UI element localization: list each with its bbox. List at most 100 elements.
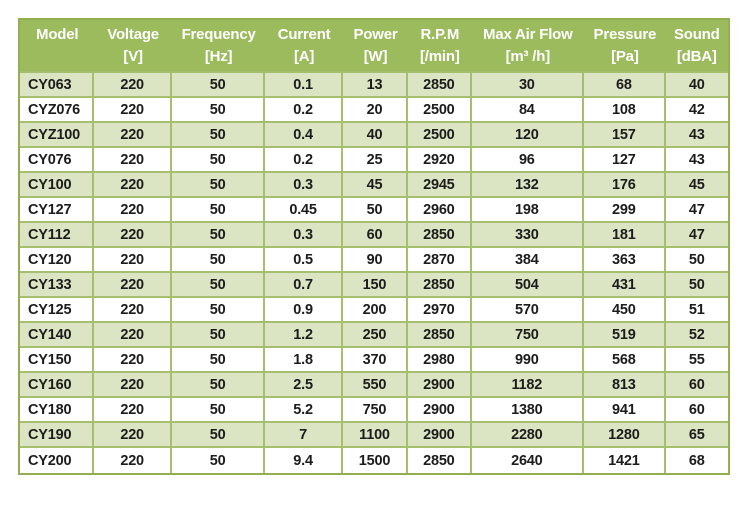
column-unit: [V]: [123, 48, 143, 65]
table-cell-frequency: 50: [171, 173, 266, 198]
table-cell-pressure: 1421: [584, 448, 666, 473]
table-cell-current: 5.2: [265, 398, 343, 423]
table-cell-current: 0.2: [265, 98, 343, 123]
column-header-sound: Sound [dBA]: [665, 20, 728, 73]
table-cell-model: CY190: [20, 423, 95, 448]
table-row: CY063 220 50 0.1 13 2850 30 68 40: [20, 73, 728, 98]
table-cell-sound: 52: [665, 323, 728, 348]
fan-spec-table: Model Voltage [V] Frequency [Hz] Current…: [18, 18, 730, 475]
table-cell-power: 50: [342, 198, 409, 223]
table-cell-rpm: 2945: [408, 173, 472, 198]
table-cell-voltage: 220: [94, 73, 172, 98]
table-cell-current: 0.1: [265, 73, 343, 98]
table-cell-current: 0.3: [265, 173, 343, 198]
table-cell-rpm: 2850: [408, 323, 472, 348]
table-row: CY125 220 50 0.9 200 2970 570 450 51: [20, 298, 728, 323]
table-cell-rpm: 2900: [408, 423, 472, 448]
table-cell-model: CYZ076: [20, 98, 95, 123]
table-cell-power: 200: [342, 298, 409, 323]
table-row: CY150 220 50 1.8 370 2980 990 568 55: [20, 348, 728, 373]
table-cell-pressure: 299: [584, 198, 666, 223]
table-cell-power: 370: [342, 348, 409, 373]
header-row: Model Voltage [V] Frequency [Hz] Current…: [20, 20, 728, 73]
table-cell-power: 1100: [342, 423, 409, 448]
column-unit: [dBA]: [676, 48, 717, 65]
table-cell-voltage: 220: [94, 373, 172, 398]
table-cell-rpm: 2920: [408, 148, 472, 173]
table-cell-power: 750: [342, 398, 409, 423]
table-row: CY200 220 50 9.4 1500 2850 2640 1421 68: [20, 448, 728, 473]
table-cell-max-air-flow: 990: [471, 348, 585, 373]
table-cell-pressure: 450: [584, 298, 666, 323]
table-cell-power: 45: [342, 173, 409, 198]
table-cell-rpm: 2900: [408, 398, 472, 423]
table-header: Model Voltage [V] Frequency [Hz] Current…: [20, 20, 728, 73]
table-cell-power: 25: [342, 148, 409, 173]
table-cell-current: 0.9: [265, 298, 343, 323]
table-cell-frequency: 50: [171, 198, 266, 223]
table-cell-power: 13: [342, 73, 409, 98]
table-cell-max-air-flow: 750: [471, 323, 585, 348]
table-cell-power: 60: [342, 223, 409, 248]
table-cell-pressure: 127: [584, 148, 666, 173]
table-cell-frequency: 50: [171, 448, 266, 473]
table-cell-current: 0.7: [265, 273, 343, 298]
table-cell-frequency: 50: [171, 423, 266, 448]
table-cell-sound: 51: [665, 298, 728, 323]
table-cell-power: 90: [342, 248, 409, 273]
table-cell-pressure: 157: [584, 123, 666, 148]
column-header-max-air-flow: Max Air Flow [m³ /h]: [471, 20, 585, 73]
table-cell-model: CY180: [20, 398, 95, 423]
column-label: R.P.M: [420, 26, 460, 43]
table-cell-max-air-flow: 384: [471, 248, 585, 273]
table-cell-model: CYZ100: [20, 123, 95, 148]
table-cell-model: CY112: [20, 223, 95, 248]
table-cell-frequency: 50: [171, 273, 266, 298]
table-cell-max-air-flow: 504: [471, 273, 585, 298]
table-cell-frequency: 50: [171, 73, 266, 98]
table-cell-voltage: 220: [94, 148, 172, 173]
table-cell-voltage: 220: [94, 298, 172, 323]
table-cell-max-air-flow: 2280: [471, 423, 585, 448]
table-row: CY190 220 50 7 1100 2900 2280 1280 65: [20, 423, 728, 448]
table-cell-pressure: 363: [584, 248, 666, 273]
column-unit: [A]: [293, 48, 315, 65]
column-label: Model: [36, 26, 79, 43]
table-row: CY127 220 50 0.45 50 2960 198 299 47: [20, 198, 728, 223]
table-cell-power: 250: [342, 323, 409, 348]
table-cell-current: 0.45: [265, 198, 343, 223]
table-cell-rpm: 2970: [408, 298, 472, 323]
table-cell-frequency: 50: [171, 298, 266, 323]
table-cell-sound: 45: [665, 173, 728, 198]
table-cell-model: CY200: [20, 448, 95, 473]
table-cell-max-air-flow: 198: [471, 198, 585, 223]
table-row: CY160 220 50 2.5 550 2900 1182 813 60: [20, 373, 728, 398]
table-row: CY100 220 50 0.3 45 2945 132 176 45: [20, 173, 728, 198]
table-cell-frequency: 50: [171, 348, 266, 373]
table-row: CY140 220 50 1.2 250 2850 750 519 52: [20, 323, 728, 348]
column-label: Frequency: [181, 26, 256, 43]
table-cell-pressure: 813: [584, 373, 666, 398]
table-row: CY120 220 50 0.5 90 2870 384 363 50: [20, 248, 728, 273]
table-cell-frequency: 50: [171, 123, 266, 148]
table-cell-voltage: 220: [94, 348, 172, 373]
column-unit: [m³ /h]: [505, 48, 551, 65]
table-cell-pressure: 68: [584, 73, 666, 98]
table-cell-pressure: 176: [584, 173, 666, 198]
table-cell-model: CY076: [20, 148, 95, 173]
column-unit: [Hz]: [204, 48, 233, 65]
table-cell-current: 0.3: [265, 223, 343, 248]
table-cell-current: 7: [265, 423, 343, 448]
table-cell-pressure: 568: [584, 348, 666, 373]
table-cell-max-air-flow: 132: [471, 173, 585, 198]
table-cell-rpm: 2960: [408, 198, 472, 223]
table-cell-max-air-flow: 2640: [471, 448, 585, 473]
table-cell-frequency: 50: [171, 148, 266, 173]
table-cell-sound: 60: [665, 373, 728, 398]
table-cell-model: CY127: [20, 198, 95, 223]
table-row: CY133 220 50 0.7 150 2850 504 431 50: [20, 273, 728, 298]
table-cell-max-air-flow: 1182: [471, 373, 585, 398]
table-cell-power: 20: [342, 98, 409, 123]
column-label: Max Air Flow: [483, 26, 573, 43]
table-cell-rpm: 2500: [408, 123, 472, 148]
